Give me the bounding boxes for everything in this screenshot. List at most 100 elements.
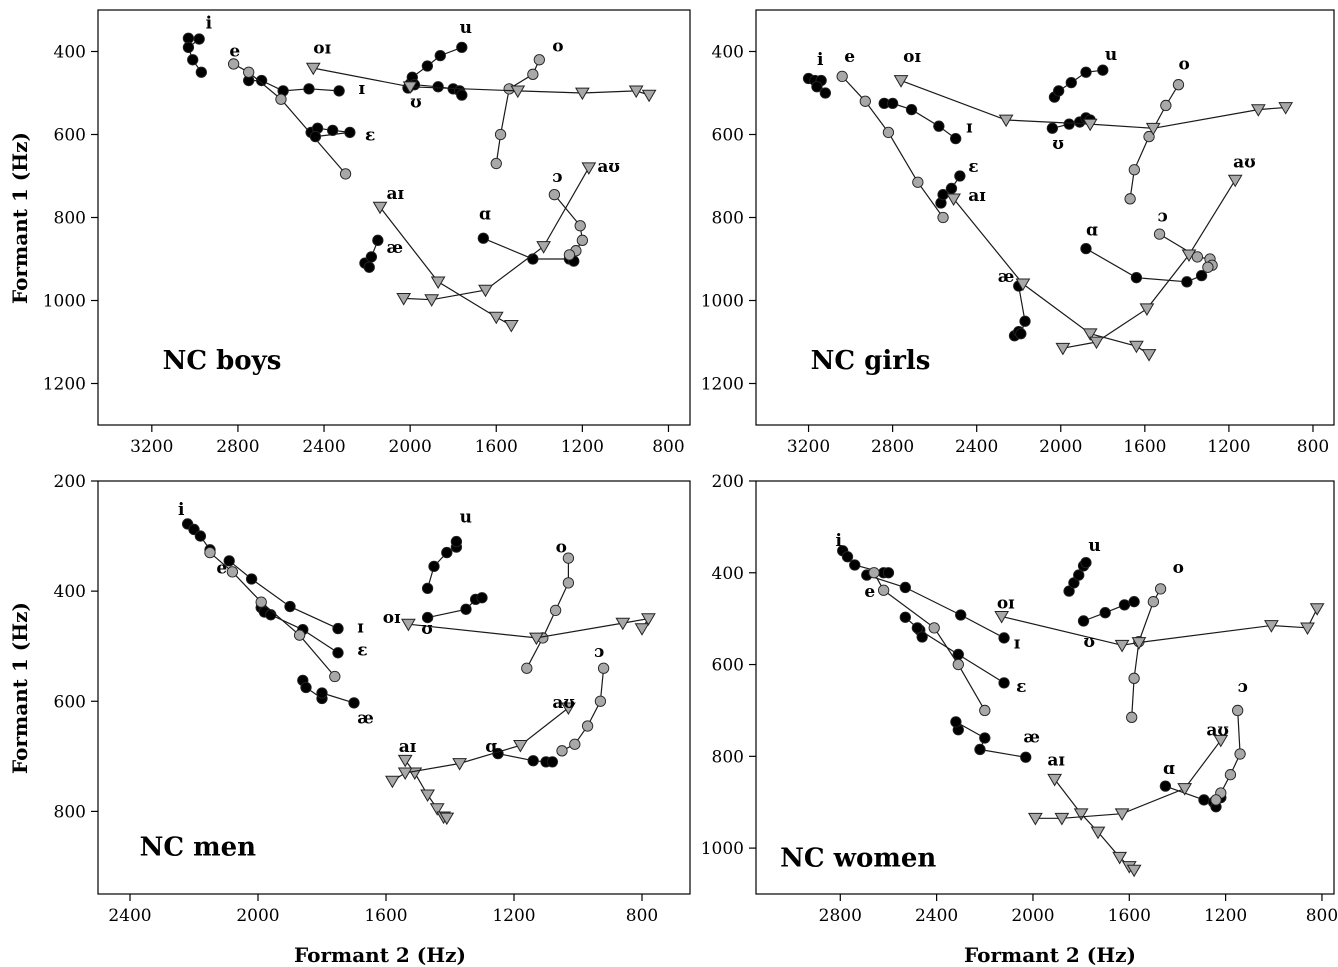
vowel-trajectory — [868, 567, 991, 717]
vowel-label: ʊ — [421, 619, 433, 639]
trajectory-line — [884, 102, 957, 140]
black-vowel-point — [265, 609, 277, 621]
gray-vowel-point — [1160, 99, 1172, 112]
vowel-trajectory — [297, 674, 360, 709]
x-tick-label: 2400 — [108, 906, 151, 926]
vowel-label: aʊ — [552, 693, 575, 713]
diphthong-triangle-point — [429, 803, 445, 816]
panel-title-boys: NC boys — [163, 346, 282, 376]
gray-vowel-point — [859, 95, 871, 107]
vowel-label: e — [229, 41, 240, 61]
vowel-trajectory — [1080, 242, 1208, 288]
x-tick-label: 2000 — [236, 906, 279, 926]
x-axis-title-left: Formant 2 (Hz) — [294, 943, 466, 967]
trajectory-line — [873, 572, 986, 711]
black-vowel-point — [332, 622, 344, 635]
vowel-label: e — [864, 582, 875, 602]
diphthong-triangle-point — [1129, 340, 1144, 354]
diphthong-triangle-point — [1141, 349, 1157, 362]
diphthong-triangle-point — [513, 739, 528, 753]
vowel-trajectory — [1159, 780, 1227, 813]
black-vowel-point — [1065, 76, 1077, 89]
diphthong-triangle-point — [1278, 102, 1294, 115]
gray-vowel-point — [937, 211, 949, 224]
diphthong-triangle-point — [1300, 622, 1315, 636]
vowel-label: ɛ — [357, 641, 367, 661]
diphthong-triangle-point — [401, 618, 416, 632]
vowel-label: ɛ — [365, 126, 375, 146]
trajectory-line — [379, 206, 512, 326]
gray-vowel-point — [882, 126, 895, 139]
panel-men: 2400 2000 1600 1200 800 200 400 600 800 i e ɪɛ æ u o oɪ… — [54, 472, 691, 926]
vowel-label: ɪ — [357, 617, 364, 637]
vowel-label: ʊ — [410, 93, 422, 113]
vowel-trajectory — [1047, 773, 1142, 878]
black-vowel-point — [849, 559, 861, 571]
x-tick-label: 800 — [652, 437, 684, 457]
vowel-trajectory — [935, 170, 966, 209]
diphthong-triangle-point — [946, 193, 961, 206]
black-vowel-point — [1046, 122, 1059, 134]
gray-vowel-point — [204, 546, 216, 559]
panel-title-girls: NC girls — [811, 346, 931, 376]
black-vowel-point — [303, 83, 315, 95]
vowel-trajectory — [521, 552, 575, 674]
x-tick-label: 2800 — [871, 437, 914, 457]
black-vowel-point — [998, 632, 1010, 644]
black-vowel-point — [255, 74, 268, 87]
black-vowel-point — [1015, 328, 1027, 340]
trajectory-line — [1131, 588, 1162, 718]
y-tick-label: 800 — [712, 209, 744, 229]
vowel-label: aɪ — [386, 184, 404, 204]
x-axis-title-right: Formant 2 (Hz) — [964, 943, 1136, 967]
vowel-trajectory — [1153, 228, 1218, 273]
vowel-label: æ — [386, 238, 403, 258]
black-vowel-point — [245, 573, 258, 585]
black-vowel-point — [819, 87, 832, 99]
diphthong-triangle-point — [478, 284, 493, 298]
vowel-trajectory — [396, 162, 597, 307]
vowel-trajectory — [802, 72, 832, 99]
vowel-trajectory — [401, 613, 656, 646]
gray-vowel-point — [1234, 748, 1246, 760]
trajectory-line — [904, 616, 1005, 684]
vowel-trajectory — [397, 754, 455, 826]
diphthong-triangle-point — [893, 75, 909, 88]
gray-vowel-point — [255, 596, 267, 608]
vowel-label: aɪ — [399, 737, 417, 757]
black-vowel-point — [1159, 780, 1172, 792]
black-vowel-point — [546, 756, 559, 768]
vowel-trajectory — [548, 189, 589, 261]
y-tick-label: 200 — [712, 472, 744, 492]
diphthong-triangle-point — [397, 767, 413, 781]
black-vowel-point — [1019, 315, 1031, 327]
black-vowel-point — [933, 120, 945, 132]
gray-vowel-point — [574, 220, 586, 232]
y-tick-label: 400 — [54, 43, 86, 63]
diphthong-triangle-point — [1054, 812, 1070, 826]
diphthong-triangle-point — [1055, 342, 1071, 356]
diphthong-triangle-point — [1181, 249, 1197, 263]
black-vowel-point — [950, 132, 962, 145]
black-vowel-point — [998, 677, 1010, 689]
diphthong-triangle-point — [998, 114, 1014, 128]
plot-frame-men — [97, 480, 691, 895]
black-vowel-point — [950, 716, 962, 728]
black-vowel-point — [527, 253, 539, 265]
diphthong-triangle-point — [641, 89, 657, 103]
black-vowel-point — [1118, 599, 1131, 611]
black-vowel-point — [905, 103, 918, 116]
vowel-label: ɑ — [485, 737, 497, 757]
black-vowel-point — [911, 622, 924, 634]
diphthong-triangle-point — [536, 241, 551, 254]
black-vowel-point — [1099, 607, 1111, 619]
gray-vowel-point — [1210, 794, 1222, 806]
gray-vowel-point — [1232, 704, 1244, 717]
x-tick-label: 1600 — [1123, 437, 1166, 457]
gray-vowel-point — [1191, 251, 1204, 263]
trajectory-line — [1085, 248, 1202, 283]
vowel-label: ɛ — [1016, 677, 1026, 697]
black-vowel-point — [899, 611, 911, 623]
gray-vowel-point — [562, 552, 575, 564]
